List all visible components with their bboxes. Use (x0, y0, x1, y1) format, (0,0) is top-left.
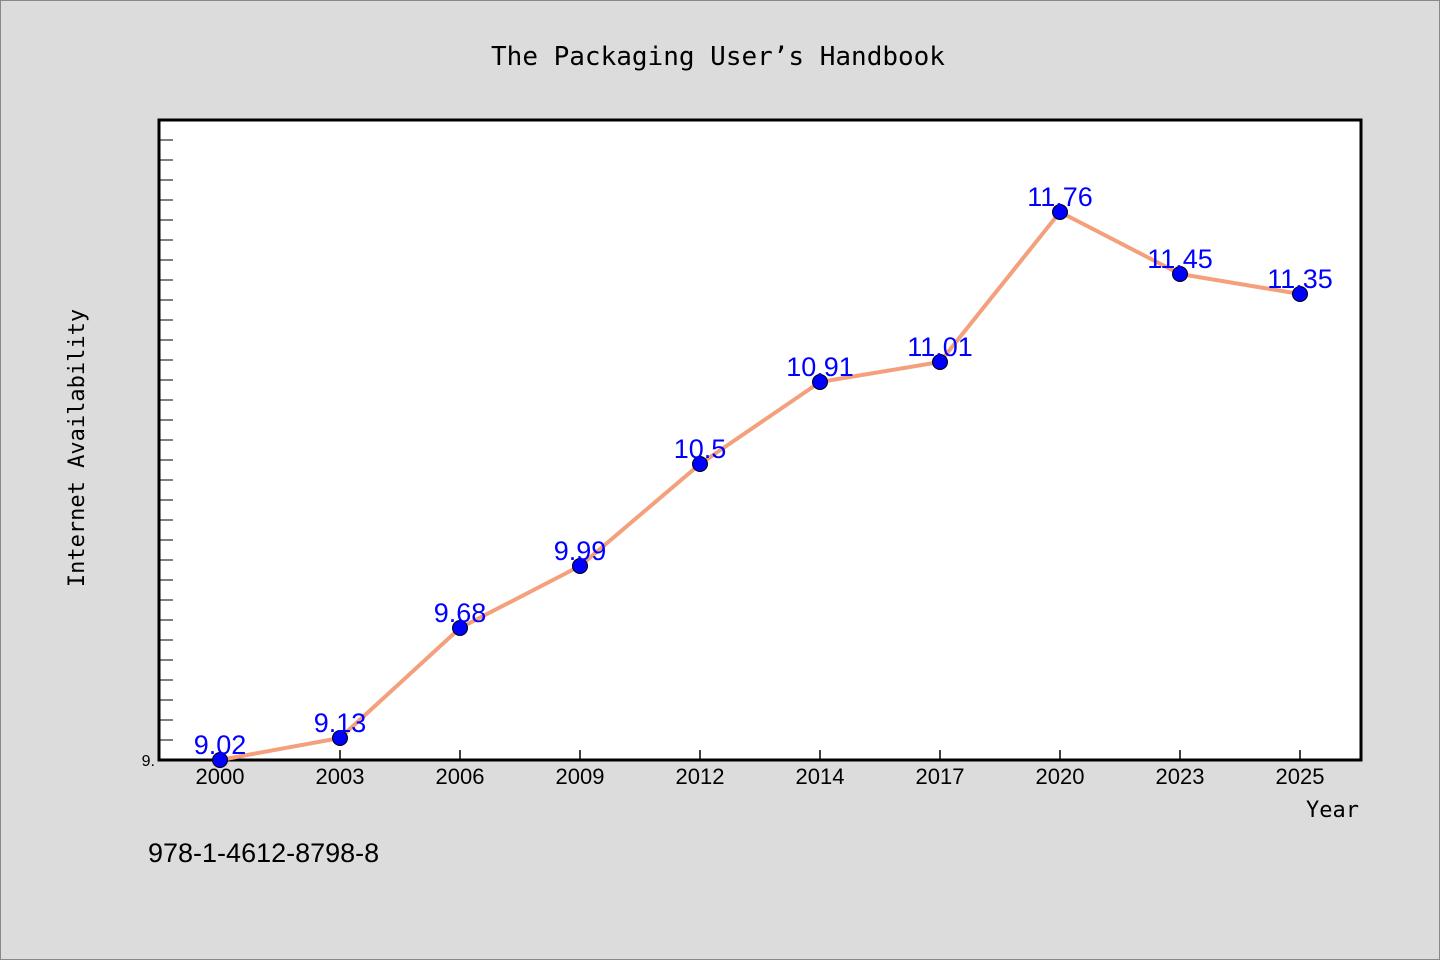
data-point (212, 752, 228, 768)
data-label: 11.35 (1267, 264, 1333, 294)
chart-title: The Packaging User’s Handbook (491, 42, 945, 72)
data-point (692, 456, 708, 472)
data-label: 9.13 (314, 708, 367, 738)
isbn-footer: 978-1-4612-8798-8 (148, 838, 379, 868)
data-point (812, 374, 828, 390)
x-axis-ticks: 2000 2003 2006 2009 2012 2014 2017 2020 2023 2025 (196, 750, 1325, 789)
x-tick-label: 2014 (796, 764, 845, 789)
x-tick-label: 2006 (436, 764, 485, 789)
data-point (572, 558, 588, 574)
x-tick-label: 2012 (676, 764, 725, 789)
data-point (1292, 286, 1308, 302)
data-label: 9.68 (434, 598, 487, 628)
series-layer: 9.02 9.13 9.68 9.99 10.5 10.91 11.01 11.76 11.45… (194, 182, 1333, 768)
y-tick-label: 9. (142, 753, 155, 770)
data-point (452, 620, 468, 636)
x-tick-label: 2000 (196, 764, 245, 789)
data-label: 9.99 (554, 536, 607, 566)
data-label: 10.5 (674, 434, 727, 464)
x-tick-label: 2020 (1036, 764, 1085, 789)
x-tick-label: 2025 (1276, 764, 1325, 789)
series-line (219, 210, 1301, 762)
data-label: 11.01 (907, 332, 973, 362)
x-tick-label: 2017 (916, 764, 965, 789)
x-tick-label: 2009 (556, 764, 605, 789)
x-axis-label: Year (1306, 798, 1359, 823)
y-axis-label: Internet Availability (65, 309, 90, 587)
data-point (932, 354, 948, 370)
x-tick-label: 2023 (1156, 764, 1205, 789)
data-point (332, 730, 348, 746)
data-label: 11.45 (1147, 244, 1213, 274)
data-point (1052, 204, 1068, 220)
y-axis-ticks (159, 139, 173, 741)
data-label: 10.91 (786, 352, 854, 382)
data-label: 11.76 (1027, 182, 1093, 212)
plot-area (157, 118, 1363, 762)
data-point (1172, 266, 1188, 282)
data-label: 9.02 (194, 730, 247, 760)
x-tick-label: 2003 (316, 764, 365, 789)
